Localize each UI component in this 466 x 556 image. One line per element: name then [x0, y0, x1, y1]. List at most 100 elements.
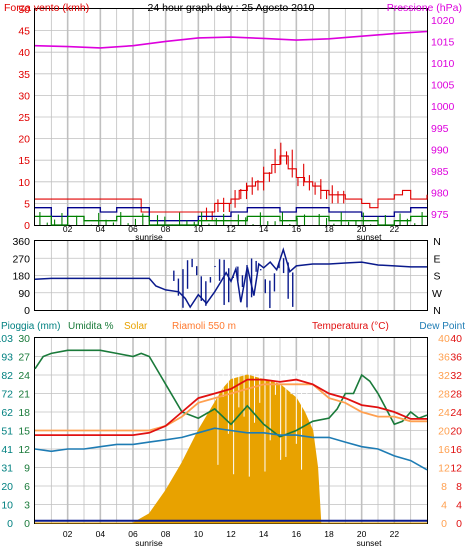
compass-tick-label: N — [433, 305, 441, 317]
hour-tick-label: 10 — [194, 224, 204, 234]
pressure-tick-label: 985 — [431, 166, 449, 178]
wind-tick-label: 10 — [18, 177, 30, 189]
solar-legend-label: Solar — [124, 321, 148, 332]
humidity-tick-label: 3 — [24, 500, 30, 512]
humidity-axis-label: Umidita % — [68, 321, 114, 332]
hour-tick-label: 20 — [357, 529, 367, 539]
temperature-tick-label: 16 — [438, 444, 450, 456]
rain-tick-label: 31 — [1, 463, 13, 475]
dew-point-tick-label: 40 — [450, 333, 462, 345]
wind-average-line — [35, 207, 427, 222]
hour-tick-label: 16 — [292, 529, 302, 539]
humidity-line — [34, 349, 428, 438]
wind-direction-line — [34, 247, 427, 309]
wind-tick-label: 40 — [18, 47, 30, 59]
direction-tick-label: 270 — [12, 253, 30, 265]
wind-tick-label: 35 — [18, 69, 30, 81]
dew-point-tick-label: 20 — [450, 426, 462, 438]
temperature-line — [35, 378, 427, 437]
wind-tick-label: 0 — [24, 220, 30, 232]
hour-tick-label: 06 — [128, 224, 138, 234]
hour-tick-label: 18 — [324, 529, 334, 539]
compass-tick-label: S — [433, 271, 440, 283]
sunrise-label-top: sunrise — [135, 232, 163, 242]
solar-area — [35, 374, 427, 524]
wind-tick-label: 50 — [18, 4, 30, 16]
sunrise-label-bottom: sunrise — [135, 538, 163, 548]
hour-tick-label: 10 — [194, 529, 204, 539]
direction-tick-label: 90 — [18, 288, 30, 300]
rain-tick-label: 10 — [1, 500, 13, 512]
rain-tick-label: 72 — [1, 389, 13, 401]
rain-tick-label: 0 — [7, 518, 13, 530]
rain-tick-label: 62 — [1, 407, 13, 419]
pressure-axis-label: Pressione (hPa) — [387, 2, 462, 14]
humidity-tick-label: 15 — [18, 426, 30, 438]
dew-point-tick-label: 12 — [450, 463, 462, 475]
humidity-tick-label: 27 — [18, 352, 30, 364]
dew-point-axis-label: Dew Point — [419, 321, 465, 332]
wind-direction-panel — [34, 240, 428, 311]
temperature-tick-label: 36 — [438, 352, 450, 364]
humidity-tick-label: 9 — [24, 463, 30, 475]
humidity-tick-label: 6 — [24, 481, 30, 493]
pressure-tick-label: 1000 — [431, 101, 455, 113]
dew-point-tick-label: 24 — [450, 407, 462, 419]
hour-tick-label: 06 — [128, 529, 138, 539]
humidity-tick-label: 24 — [18, 370, 30, 382]
hour-tick-label: 18 — [324, 224, 334, 234]
pressure-tick-label: 1015 — [431, 36, 455, 48]
wind-low-line — [35, 215, 427, 226]
pressure-line — [34, 30, 428, 49]
wind-tick-label: 30 — [18, 90, 30, 102]
temperature-tick-label: 8 — [441, 481, 447, 493]
compass-tick-label: W — [432, 288, 442, 300]
wind-axis-label: Forza vento (kmh) — [4, 2, 89, 14]
rain-axis-label: Pioggia (mm) — [1, 321, 60, 332]
humidity-tick-label: 30 — [18, 333, 30, 345]
hour-tick-label: 02 — [63, 529, 73, 539]
sunset-label-bottom: sunset — [356, 538, 382, 548]
dew-point-tick-label: 8 — [456, 481, 462, 493]
rain-tick-label: 103 — [0, 333, 13, 345]
dew-point-tick-label: 28 — [450, 389, 462, 401]
temperature-tick-label: 24 — [438, 407, 450, 419]
hour-tick-label: 12 — [226, 529, 236, 539]
wind-tick-label: 20 — [18, 134, 30, 146]
temperature-tick-label: 40 — [438, 333, 450, 345]
temperature-axis-label: Temperatura (°C) — [312, 321, 389, 332]
direction-tick-label: 360 — [12, 236, 30, 248]
cloud-base-line — [35, 383, 427, 432]
sunset-label-top: sunset — [356, 232, 382, 242]
pressure-tick-label: 995 — [431, 123, 449, 135]
humidity-tick-label: 21 — [18, 389, 30, 401]
wind-tick-label: 25 — [18, 112, 30, 124]
rain-tick-label: 82 — [1, 370, 13, 382]
humidity-tick-label: 18 — [18, 407, 30, 419]
rain-tick-label: 20 — [1, 481, 13, 493]
chart-title: 24 hour graph day : 25 Agosto 2010 — [148, 2, 315, 14]
hour-tick-label: 04 — [96, 224, 106, 234]
hour-tick-label: 14 — [259, 224, 269, 234]
pressure-tick-label: 1005 — [431, 80, 455, 92]
rain-tick-label: 93 — [1, 352, 13, 364]
humidity-tick-label: 12 — [18, 444, 30, 456]
compass-tick-label: N — [433, 236, 441, 248]
rain-tick-label: 41 — [1, 444, 13, 456]
dew-point-tick-label: 32 — [450, 370, 462, 382]
wind-pressure-panel — [34, 8, 428, 226]
hour-tick-label: 04 — [96, 529, 106, 539]
pressure-tick-label: 1010 — [431, 58, 455, 70]
hour-tick-label: 08 — [161, 224, 171, 234]
dew-point-line — [34, 427, 428, 471]
hour-tick-label: 22 — [390, 529, 400, 539]
dew-point-tick-label: 36 — [450, 352, 462, 364]
direction-tick-label: 0 — [24, 305, 30, 317]
pressure-tick-label: 990 — [431, 144, 449, 156]
pressure-tick-label: 980 — [431, 188, 449, 200]
temperature-tick-label: 32 — [438, 370, 450, 382]
temperature-tick-label: 20 — [438, 426, 450, 438]
hour-tick-label: 08 — [161, 529, 171, 539]
wind-tick-label: 15 — [18, 155, 30, 167]
